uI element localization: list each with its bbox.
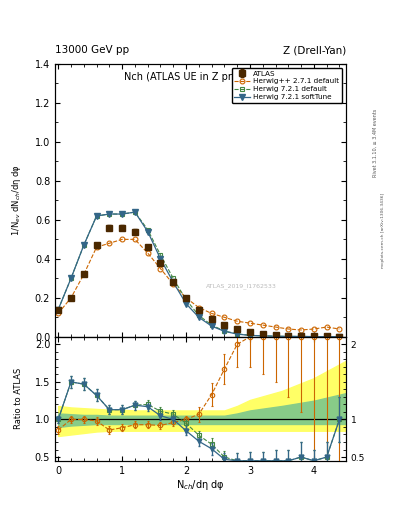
Line: Herwig 7.2.1 default: Herwig 7.2.1 default <box>56 209 342 339</box>
Herwig 7.2.1 softTune <box>312 333 316 339</box>
Herwig 7.2.1 default <box>69 275 73 282</box>
Herwig 7.2.1 softTune <box>158 256 163 262</box>
Herwig++ 2.7.1 default <box>107 240 112 246</box>
Herwig++ 2.7.1 default <box>324 324 329 330</box>
Herwig 7.2.1 default <box>94 213 99 219</box>
Line: Herwig 7.2.1 softTune: Herwig 7.2.1 softTune <box>55 209 342 339</box>
Herwig 7.2.1 default <box>273 333 278 339</box>
Herwig++ 2.7.1 default <box>132 237 137 243</box>
Herwig 7.2.1 softTune <box>120 211 125 217</box>
Herwig 7.2.1 softTune <box>184 301 188 307</box>
Herwig 7.2.1 default <box>120 211 125 217</box>
Herwig 7.2.1 default <box>145 226 150 232</box>
Herwig 7.2.1 softTune <box>171 279 176 285</box>
Herwig++ 2.7.1 default <box>299 327 303 333</box>
Herwig 7.2.1 default <box>312 333 316 339</box>
Herwig 7.2.1 softTune <box>299 333 303 339</box>
Herwig 7.2.1 default <box>286 333 291 339</box>
Herwig 7.2.1 softTune <box>209 323 214 329</box>
Herwig 7.2.1 default <box>324 333 329 339</box>
Text: mcplots.cern.ch [arXiv:1306.3436]: mcplots.cern.ch [arXiv:1306.3436] <box>381 193 385 268</box>
Herwig 7.2.1 softTune <box>286 333 291 339</box>
Herwig 7.2.1 softTune <box>56 307 61 313</box>
Herwig++ 2.7.1 default <box>312 326 316 332</box>
X-axis label: N$_{ch}$/dη dφ: N$_{ch}$/dη dφ <box>176 478 225 493</box>
Text: Z (Drell-Yan): Z (Drell-Yan) <box>283 45 346 55</box>
Text: 13000 GeV pp: 13000 GeV pp <box>55 45 129 55</box>
Herwig 7.2.1 softTune <box>222 328 227 334</box>
Herwig 7.2.1 default <box>222 328 227 334</box>
Herwig 7.2.1 default <box>248 332 252 338</box>
Herwig 7.2.1 softTune <box>81 242 86 248</box>
Herwig++ 2.7.1 default <box>81 271 86 278</box>
Herwig 7.2.1 default <box>132 209 137 215</box>
Herwig 7.2.1 default <box>184 297 188 303</box>
Line: Herwig++ 2.7.1 default: Herwig++ 2.7.1 default <box>56 237 342 332</box>
Herwig++ 2.7.1 default <box>248 320 252 326</box>
Herwig++ 2.7.1 default <box>120 237 125 243</box>
Herwig 7.2.1 softTune <box>273 333 278 339</box>
Herwig 7.2.1 default <box>56 307 61 313</box>
Herwig 7.2.1 softTune <box>248 332 252 338</box>
Herwig 7.2.1 softTune <box>94 213 99 219</box>
Herwig++ 2.7.1 default <box>235 318 240 324</box>
Herwig++ 2.7.1 default <box>145 250 150 256</box>
Herwig++ 2.7.1 default <box>337 326 342 332</box>
Herwig 7.2.1 default <box>158 252 163 258</box>
Herwig 7.2.1 default <box>171 275 176 282</box>
Herwig 7.2.1 softTune <box>324 333 329 339</box>
Herwig 7.2.1 default <box>299 333 303 339</box>
Herwig 7.2.1 softTune <box>235 331 240 337</box>
Text: Rivet 3.1.10, ≥ 3.4M events: Rivet 3.1.10, ≥ 3.4M events <box>373 109 378 178</box>
Herwig 7.2.1 default <box>261 333 265 339</box>
Herwig 7.2.1 softTune <box>196 314 201 321</box>
Herwig++ 2.7.1 default <box>222 314 227 321</box>
Text: ATLAS_2019_I1762533: ATLAS_2019_I1762533 <box>206 284 277 289</box>
Herwig 7.2.1 softTune <box>132 209 137 215</box>
Herwig 7.2.1 softTune <box>107 211 112 217</box>
Herwig++ 2.7.1 default <box>171 281 176 287</box>
Herwig 7.2.1 default <box>337 333 342 339</box>
Herwig++ 2.7.1 default <box>286 326 291 332</box>
Herwig++ 2.7.1 default <box>56 310 61 316</box>
Herwig 7.2.1 softTune <box>145 228 150 234</box>
Herwig++ 2.7.1 default <box>209 310 214 316</box>
Herwig++ 2.7.1 default <box>261 322 265 328</box>
Herwig 7.2.1 default <box>196 312 201 318</box>
Herwig 7.2.1 softTune <box>337 333 342 339</box>
Herwig++ 2.7.1 default <box>273 324 278 330</box>
Y-axis label: 1/N$_{ev}$ dN$_{ch}$/dη dφ: 1/N$_{ev}$ dN$_{ch}$/dη dφ <box>10 164 23 237</box>
Text: Nch (ATLAS UE in Z production): Nch (ATLAS UE in Z production) <box>123 72 277 82</box>
Herwig++ 2.7.1 default <box>69 295 73 301</box>
Herwig++ 2.7.1 default <box>158 266 163 272</box>
Herwig++ 2.7.1 default <box>196 305 201 311</box>
Herwig++ 2.7.1 default <box>184 295 188 301</box>
Legend: ATLAS, Herwig++ 2.7.1 default, Herwig 7.2.1 default, Herwig 7.2.1 softTune: ATLAS, Herwig++ 2.7.1 default, Herwig 7.… <box>231 68 342 103</box>
Herwig 7.2.1 default <box>81 242 86 248</box>
Herwig 7.2.1 softTune <box>261 333 265 339</box>
Herwig 7.2.1 default <box>235 331 240 337</box>
Herwig 7.2.1 default <box>209 322 214 328</box>
Y-axis label: Ratio to ATLAS: Ratio to ATLAS <box>14 368 23 430</box>
Herwig 7.2.1 default <box>107 211 112 217</box>
Herwig++ 2.7.1 default <box>94 244 99 250</box>
Herwig 7.2.1 softTune <box>69 275 73 282</box>
